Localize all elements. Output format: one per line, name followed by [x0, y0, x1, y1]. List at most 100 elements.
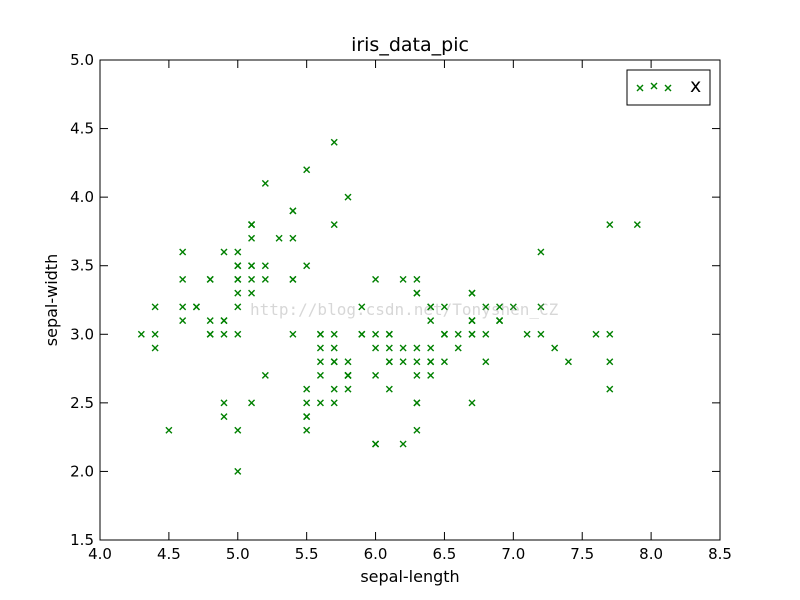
x-tick-label: 8.0 — [639, 545, 663, 563]
legend — [626, 69, 711, 106]
data-point — [413, 275, 421, 283]
data-point — [413, 344, 421, 352]
data-point — [330, 344, 338, 352]
data-point — [179, 248, 187, 256]
data-point — [303, 262, 311, 270]
data-point — [413, 289, 421, 297]
y-tick-label: 2.0 — [70, 462, 94, 480]
data-point — [385, 385, 393, 393]
data-point — [344, 385, 352, 393]
data-point — [399, 275, 407, 283]
data-point — [358, 303, 366, 311]
chart-title: iris_data_pic — [351, 34, 469, 56]
data-point — [344, 358, 352, 366]
data-point — [633, 221, 641, 229]
data-point — [372, 440, 380, 448]
data-point — [261, 371, 269, 379]
x-tick-label: 4.0 — [88, 545, 112, 563]
data-point — [427, 371, 435, 379]
data-point — [399, 440, 407, 448]
data-point — [413, 399, 421, 407]
data-point — [385, 344, 393, 352]
data-point — [413, 358, 421, 366]
data-point — [303, 426, 311, 434]
data-point — [330, 399, 338, 407]
y-tick-label: 3.0 — [70, 325, 94, 343]
data-point — [440, 358, 448, 366]
data-point — [330, 330, 338, 338]
y-tick-label: 3.5 — [70, 257, 94, 275]
y-tick-label: 4.0 — [70, 188, 94, 206]
legend-marker — [664, 84, 672, 92]
legend-marker — [650, 82, 658, 90]
data-point — [206, 330, 214, 338]
data-point — [496, 317, 504, 325]
data-point — [261, 275, 269, 283]
data-point — [137, 330, 145, 338]
x-tick-label: 6.0 — [364, 545, 388, 563]
data-point — [248, 399, 256, 407]
data-point — [385, 358, 393, 366]
data-point — [220, 330, 228, 338]
x-axis-label: sepal-length — [360, 567, 460, 586]
data-point — [358, 330, 366, 338]
data-point — [427, 344, 435, 352]
data-point — [427, 303, 435, 311]
data-point — [454, 344, 462, 352]
data-point — [192, 303, 200, 311]
data-point — [537, 303, 545, 311]
plot-frame — [99, 59, 721, 541]
data-point — [234, 262, 242, 270]
data-point — [330, 221, 338, 229]
data-point — [523, 330, 531, 338]
data-point — [165, 426, 173, 434]
data-point — [234, 275, 242, 283]
x-tick-label: 7.0 — [501, 545, 525, 563]
marks-layer — [137, 138, 641, 475]
data-point — [220, 317, 228, 325]
data-point — [606, 221, 614, 229]
data-point — [482, 330, 490, 338]
data-point — [537, 248, 545, 256]
x-tick-label: 6.5 — [433, 545, 457, 563]
data-point — [468, 317, 476, 325]
data-point — [234, 289, 242, 297]
data-point — [248, 234, 256, 242]
data-point — [330, 358, 338, 366]
data-point — [248, 221, 256, 229]
legend-entry-label: x — [690, 75, 702, 97]
data-point — [372, 344, 380, 352]
data-point — [206, 275, 214, 283]
data-point — [413, 371, 421, 379]
data-point — [482, 358, 490, 366]
y-tick-label: 2.5 — [70, 394, 94, 412]
data-point — [606, 330, 614, 338]
x-tick-label: 8.5 — [708, 545, 732, 563]
data-point — [385, 330, 393, 338]
data-point — [330, 138, 338, 146]
legend-marker — [636, 84, 644, 92]
data-point — [316, 344, 324, 352]
data-point — [261, 262, 269, 270]
data-point — [372, 330, 380, 338]
data-point — [303, 166, 311, 174]
data-point — [248, 262, 256, 270]
data-point — [220, 399, 228, 407]
data-point — [234, 467, 242, 475]
data-point — [179, 303, 187, 311]
data-point — [206, 317, 214, 325]
y-tick-label: 1.5 — [70, 531, 94, 549]
data-point — [234, 426, 242, 434]
data-point — [234, 330, 242, 338]
data-point — [427, 317, 435, 325]
x-tick-label: 7.5 — [570, 545, 594, 563]
data-point — [537, 330, 545, 338]
data-point — [289, 234, 297, 242]
data-point — [179, 275, 187, 283]
data-point — [427, 358, 435, 366]
data-point — [454, 330, 462, 338]
data-point — [468, 399, 476, 407]
data-point — [303, 413, 311, 421]
